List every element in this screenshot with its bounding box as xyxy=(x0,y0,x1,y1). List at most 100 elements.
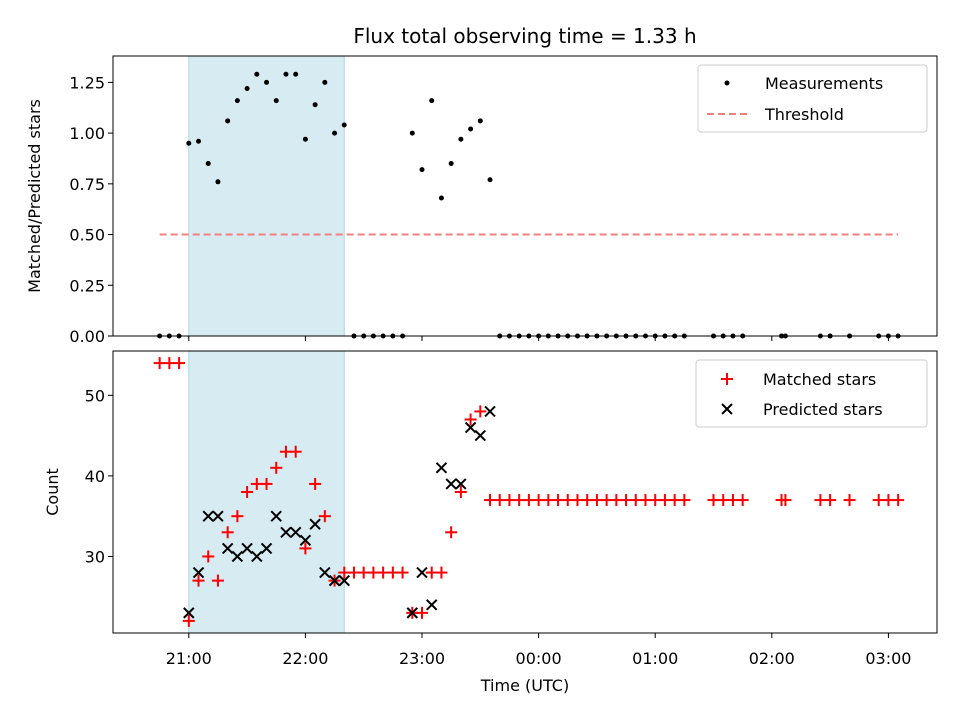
predicted-star-point xyxy=(445,478,457,490)
measurement-point xyxy=(205,161,211,167)
measurement-point xyxy=(293,71,299,77)
y-tick-label: 40 xyxy=(85,467,105,486)
legend-marker-matched xyxy=(721,373,733,385)
y-tick-label: 0.75 xyxy=(69,175,105,194)
bottom-legend-box xyxy=(695,359,928,428)
measurement-point xyxy=(409,130,415,136)
top-panel: 0.00 0.25 0.50 0.75 1.00 1.25 Matched/Predict… xyxy=(25,55,938,346)
measurement-point xyxy=(332,130,338,136)
x-axis-label: Time (UTC) xyxy=(480,676,569,695)
matched-star-point xyxy=(464,413,477,426)
bottom-panel: 30 40 50 21:00 22:00 23:00 00:00 01:00 02:00 03:… xyxy=(43,350,938,695)
predicted-star-point xyxy=(289,526,302,538)
predicted-star-point xyxy=(435,462,448,474)
top-highlight-span xyxy=(188,55,345,337)
matched-stars-points xyxy=(153,357,905,627)
measurement-point xyxy=(264,79,270,85)
predicted-star-point xyxy=(416,566,428,579)
x-tick-label: 03:00 xyxy=(865,649,911,668)
predicted-star-point xyxy=(202,510,214,522)
predicted-star-point xyxy=(212,510,224,522)
legend-label-threshold: Threshold xyxy=(764,105,844,124)
predicted-star-point xyxy=(192,566,205,579)
matched-star-point xyxy=(435,566,448,579)
measurement-point xyxy=(254,71,260,77)
bottom-y-ticks: 30 40 50 xyxy=(85,386,113,566)
bottom-x-ticks: 21:00 22:00 23:00 00:00 01:00 02:00 03:00 xyxy=(166,633,911,668)
top-x-ticks xyxy=(188,336,889,341)
measurement-point xyxy=(302,136,308,142)
legend-marker-measurements xyxy=(724,80,730,86)
predicted-star-point xyxy=(455,478,467,490)
matched-star-point xyxy=(416,606,428,619)
matched-star-point xyxy=(824,494,837,507)
measurement-point xyxy=(419,167,425,173)
predicted-star-point xyxy=(270,510,282,522)
matched-star-point xyxy=(241,486,254,498)
predicted-star-point xyxy=(251,550,263,563)
measurement-point xyxy=(234,98,240,104)
y-tick-label: 0.25 xyxy=(69,276,105,295)
bottom-highlight-span xyxy=(188,350,345,634)
predicted-star-point xyxy=(328,574,341,587)
matched-star-point xyxy=(396,566,409,579)
matched-star-point xyxy=(299,542,312,555)
x-tick-label: 23:00 xyxy=(399,649,445,668)
legend-label-measurements: Measurements xyxy=(765,74,883,93)
matched-star-point xyxy=(454,486,467,498)
measurement-point xyxy=(477,118,483,124)
predicted-star-point xyxy=(221,542,234,555)
x-tick-label: 22:00 xyxy=(282,649,328,668)
measurement-point xyxy=(322,79,328,85)
measurement-point xyxy=(468,126,474,132)
predicted-stars-points xyxy=(183,405,496,619)
x-tick-label: 01:00 xyxy=(632,649,678,668)
measurement-point xyxy=(244,85,250,91)
predicted-star-point xyxy=(241,542,253,555)
measurement-point xyxy=(312,102,318,108)
matched-star-point xyxy=(260,477,273,490)
measurement-point xyxy=(186,140,192,146)
predicted-star-point xyxy=(474,429,487,442)
measurement-point xyxy=(429,98,435,104)
x-tick-label: 00:00 xyxy=(516,649,562,668)
bottom-plot-frame xyxy=(112,350,938,634)
top-legend-box xyxy=(697,64,928,133)
top-y-axis-label: Matched/Predicted stars xyxy=(25,99,44,293)
predicted-star-point xyxy=(338,574,350,587)
matched-star-point xyxy=(678,494,691,507)
measurement-point xyxy=(458,136,464,142)
x-tick-label: 21:00 xyxy=(166,649,212,668)
matched-star-point xyxy=(309,477,322,490)
matched-star-point xyxy=(474,405,487,418)
y-tick-label: 30 xyxy=(85,547,105,566)
predicted-star-point xyxy=(319,566,331,579)
matched-star-point xyxy=(182,614,195,627)
matched-star-point xyxy=(843,494,856,507)
predicted-star-point xyxy=(309,518,321,530)
y-tick-label: 0.00 xyxy=(69,327,105,346)
matched-star-point xyxy=(289,445,302,458)
predicted-star-point xyxy=(231,550,244,563)
matched-star-point xyxy=(211,574,224,587)
matched-star-point xyxy=(892,494,905,507)
y-tick-label: 1.25 xyxy=(69,73,105,92)
measurement-point xyxy=(273,98,279,104)
matched-star-point xyxy=(318,510,331,523)
x-tick-label: 02:00 xyxy=(749,649,795,668)
measurement-point xyxy=(196,138,202,144)
bottom-y-axis-label: Count xyxy=(43,468,62,516)
y-tick-label: 1.00 xyxy=(69,124,105,143)
measurement-point xyxy=(341,122,347,128)
y-tick-label: 50 xyxy=(85,386,105,405)
matched-star-point xyxy=(231,510,244,523)
predicted-star-point xyxy=(426,599,438,611)
matched-star-point xyxy=(202,550,215,563)
matched-star-point xyxy=(445,526,458,539)
predicted-star-point xyxy=(406,607,418,619)
predicted-star-point xyxy=(183,607,195,619)
predicted-star-point xyxy=(464,421,477,434)
measurement-point xyxy=(448,161,454,167)
predicted-star-point xyxy=(260,542,273,555)
